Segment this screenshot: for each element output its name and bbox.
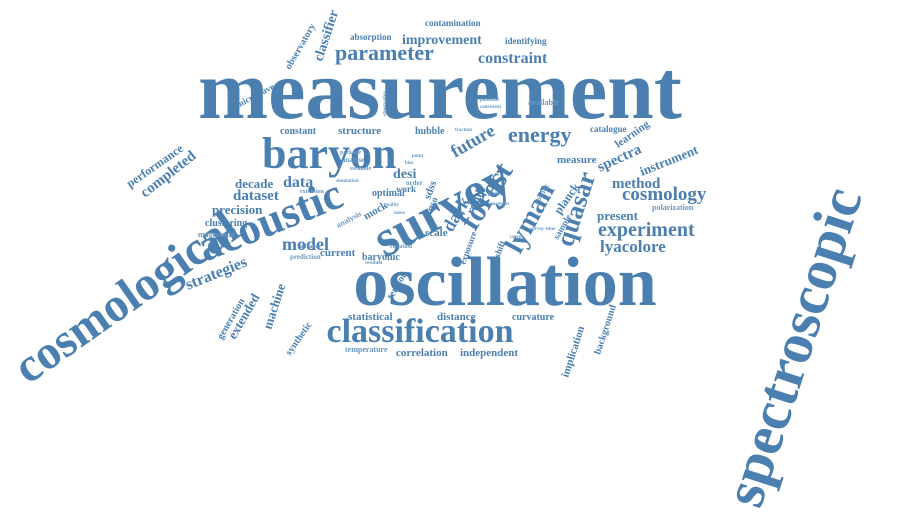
word-independent: independent <box>460 347 518 359</box>
word-bias: bias <box>405 161 414 166</box>
word-lyacolore: lyacolore <box>600 237 666 256</box>
word-structure: structure <box>338 125 381 137</box>
word-potential: potential <box>480 98 500 103</box>
word-noise: noise <box>394 211 406 216</box>
word-catalogue: catalogue <box>590 124 627 134</box>
word-observation: observation <box>383 91 388 116</box>
word-probe: probe <box>488 192 501 197</box>
word-method: method <box>612 176 661 192</box>
word-correlation: correlation <box>396 347 448 359</box>
word-target: target <box>510 235 523 240</box>
word-oscillation: oscillation <box>353 244 656 321</box>
word-measurement: measurement <box>198 44 682 137</box>
word-cosmology: cosmology <box>622 184 707 205</box>
word-present: present <box>597 208 639 223</box>
word-survey-time: survey-time <box>530 227 556 232</box>
word-temperature: temperature <box>345 345 388 354</box>
word-quality: quality <box>384 203 400 208</box>
word-instrument: instrument <box>638 142 701 179</box>
word-posterior: posterior <box>490 202 510 207</box>
word-clustering: clustering <box>205 218 247 229</box>
word-absorption: absorption <box>350 32 392 42</box>
word-synthetic: synthetic <box>283 320 314 358</box>
word-decade: decade <box>235 176 274 191</box>
word-magnitude: magnitude <box>198 230 235 239</box>
word-experiment: experiment <box>598 219 695 241</box>
word-fraction: fraction <box>455 128 472 133</box>
word-advance: advance <box>300 244 321 250</box>
word-available: available <box>528 98 559 107</box>
word-extension: extension <box>300 189 325 195</box>
word-data: data <box>283 174 313 191</box>
word-work: work <box>396 184 416 194</box>
word-implication: implication <box>559 325 587 379</box>
word-desi: desi <box>393 167 416 182</box>
word-contamination: contamination <box>425 18 481 28</box>
word-improvement: improvement <box>402 33 482 48</box>
word-package: package <box>340 150 361 156</box>
word-hubble: hubble <box>415 126 445 137</box>
word-prediction: prediction <box>290 253 321 261</box>
word-dataset: dataset <box>233 188 279 204</box>
word-baryon: baryon <box>262 129 396 178</box>
word-energy: energy <box>508 122 572 147</box>
word-optimal: optimal <box>372 188 405 199</box>
word-measure: measure <box>557 154 597 166</box>
word-residual: residual <box>365 261 383 266</box>
word-spectroscopic: spectroscopic <box>711 179 875 514</box>
word-parameter: parameter <box>335 40 434 65</box>
word-curvature: curvature <box>512 312 555 323</box>
word-constraint: constraint <box>478 50 548 67</box>
word-point: point <box>412 154 423 159</box>
word-statistical: statistical <box>348 311 393 323</box>
word-polarization: polarization <box>652 203 694 212</box>
word-distance: distance <box>437 311 476 323</box>
word-constant: constant <box>280 126 317 137</box>
word-baryonic: baryonic <box>362 252 400 263</box>
word-classification: classification <box>327 313 514 350</box>
word-analyse: analyse <box>342 156 364 164</box>
word-estimate: estimate <box>350 166 372 172</box>
word-identifying: identifying <box>505 36 547 46</box>
word-current: current <box>320 247 356 259</box>
word-consistent: consistent <box>480 105 501 110</box>
word-precision: precision <box>212 202 263 217</box>
word-simulation: simulation <box>336 179 359 184</box>
word-scale: scale <box>425 227 448 239</box>
word-model: model <box>282 234 329 254</box>
word-machine: machine <box>260 281 289 330</box>
word-equation: equation <box>390 244 413 250</box>
word-order: order <box>406 179 423 187</box>
